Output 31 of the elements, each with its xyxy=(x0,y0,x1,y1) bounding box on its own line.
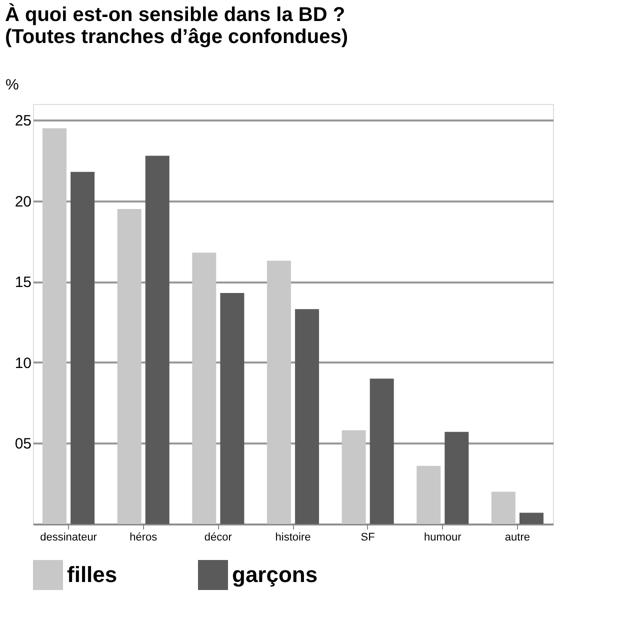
x-tick-label: histoire xyxy=(275,532,311,544)
y-tick-label: 10 xyxy=(14,354,32,372)
bar xyxy=(70,172,95,524)
bar xyxy=(295,309,320,524)
bar xyxy=(145,156,170,524)
text: (Toutes tranches d’âge confondues) xyxy=(5,26,348,48)
y-tick-label: 20 xyxy=(14,193,32,210)
bar xyxy=(192,252,216,524)
legend-label: garçons xyxy=(232,562,318,587)
bar xyxy=(444,432,469,524)
y-tick-label: 05 xyxy=(14,436,32,453)
bar xyxy=(220,293,244,524)
x-tick-label: autre xyxy=(504,532,530,544)
bar xyxy=(416,466,441,524)
y-axis-title: % xyxy=(6,76,19,94)
bar xyxy=(519,512,544,524)
legend-label: filles xyxy=(67,562,118,587)
bar xyxy=(266,260,291,524)
y-tick-label: 15 xyxy=(14,274,32,292)
x-tick-label: dessinateur xyxy=(40,532,98,544)
x-tick-label: SF xyxy=(360,532,376,544)
bar xyxy=(370,378,394,524)
x-tick-label: héros xyxy=(130,532,158,544)
bar xyxy=(117,209,142,524)
bar xyxy=(42,128,67,524)
bar xyxy=(491,492,516,524)
text: À quoi est-on sensible dans la BD ? xyxy=(5,4,346,26)
bar xyxy=(342,430,366,524)
x-tick-label: décor xyxy=(204,532,232,544)
y-tick-label: 25 xyxy=(14,112,32,130)
x-tick-label: humour xyxy=(424,532,462,544)
